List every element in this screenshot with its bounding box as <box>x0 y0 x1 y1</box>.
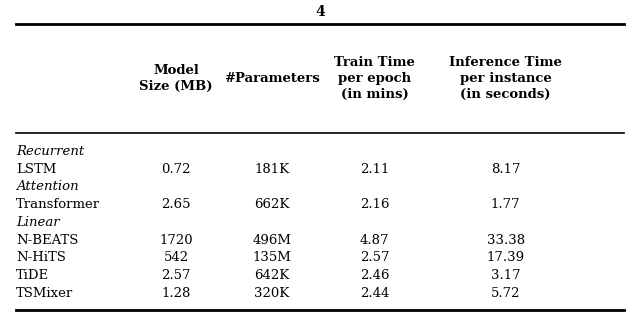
Text: 135M: 135M <box>253 252 291 264</box>
Text: 181K: 181K <box>255 163 289 176</box>
Text: 5.72: 5.72 <box>491 287 520 300</box>
Text: 2.46: 2.46 <box>360 269 389 282</box>
Text: 1.77: 1.77 <box>491 198 520 211</box>
Text: 17.39: 17.39 <box>486 252 525 264</box>
Text: TiDE: TiDE <box>16 269 49 282</box>
Text: 8.17: 8.17 <box>491 163 520 176</box>
Text: 662K: 662K <box>254 198 290 211</box>
Text: Model
Size (MB): Model Size (MB) <box>140 64 212 93</box>
Text: 320K: 320K <box>254 287 290 300</box>
Text: N-BEATS: N-BEATS <box>16 234 78 247</box>
Text: 2.57: 2.57 <box>161 269 191 282</box>
Text: 4.87: 4.87 <box>360 234 389 247</box>
Text: 2.57: 2.57 <box>360 252 389 264</box>
Text: 33.38: 33.38 <box>486 234 525 247</box>
Text: 2.65: 2.65 <box>161 198 191 211</box>
Text: Attention: Attention <box>16 180 79 193</box>
Text: N-HiTS: N-HiTS <box>16 252 66 264</box>
Text: TSMixer: TSMixer <box>16 287 73 300</box>
Text: 496M: 496M <box>253 234 291 247</box>
Text: Recurrent: Recurrent <box>16 145 84 158</box>
Text: 3.17: 3.17 <box>491 269 520 282</box>
Text: #Parameters: #Parameters <box>224 72 320 85</box>
Text: Inference Time
per instance
(in seconds): Inference Time per instance (in seconds) <box>449 56 562 101</box>
Text: 1720: 1720 <box>159 234 193 247</box>
Text: 4: 4 <box>315 5 325 19</box>
Text: 0.72: 0.72 <box>161 163 191 176</box>
Text: 2.16: 2.16 <box>360 198 389 211</box>
Text: 542: 542 <box>163 252 189 264</box>
Text: 642K: 642K <box>254 269 290 282</box>
Text: 2.44: 2.44 <box>360 287 389 300</box>
Text: Linear: Linear <box>16 216 60 229</box>
Text: LSTM: LSTM <box>16 163 56 176</box>
Text: 2.11: 2.11 <box>360 163 389 176</box>
Text: Transformer: Transformer <box>16 198 100 211</box>
Text: 1.28: 1.28 <box>161 287 191 300</box>
Text: Train Time
per epoch
(in mins): Train Time per epoch (in mins) <box>334 56 415 101</box>
